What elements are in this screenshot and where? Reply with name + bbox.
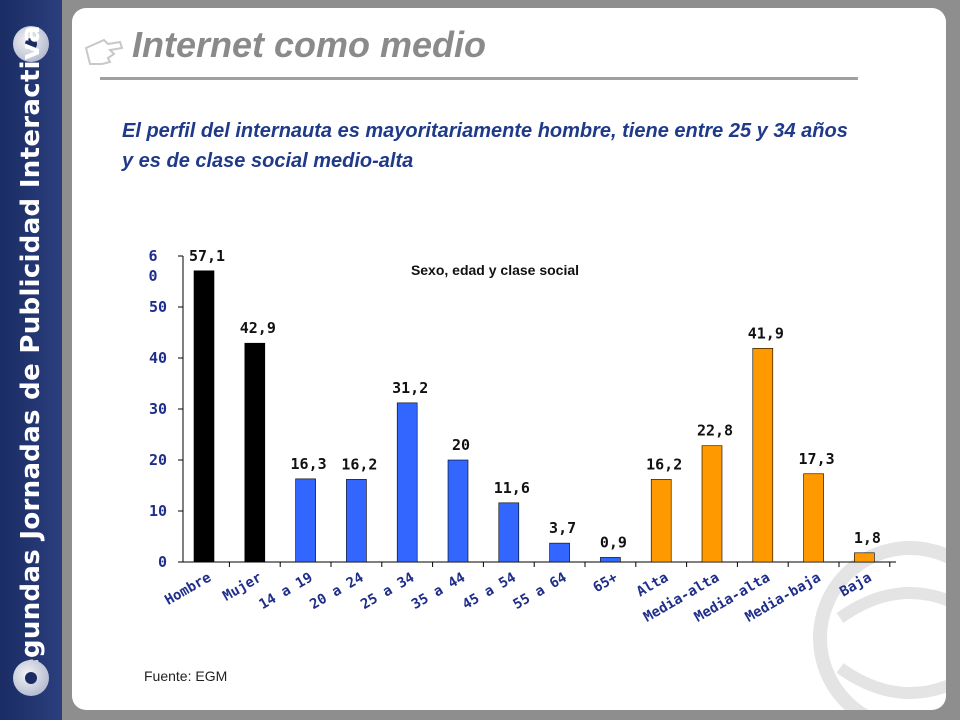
slide-card: Internet como medio El perfil del intern… xyxy=(72,8,946,710)
bar xyxy=(244,342,266,563)
sidebar-title: Segundas Jornadas de Publicidad Interact… xyxy=(16,25,46,695)
bar xyxy=(447,459,469,563)
y-tick-label: 20 xyxy=(149,451,167,469)
bar xyxy=(295,478,316,563)
bar xyxy=(600,557,621,563)
bar xyxy=(549,542,570,563)
data-label: 57,1 xyxy=(189,247,225,265)
data-label: 31,2 xyxy=(392,379,428,397)
y-tick-label: 0 xyxy=(158,553,167,571)
bar xyxy=(346,479,367,563)
data-label: 16,3 xyxy=(291,455,327,473)
eye-logo-icon xyxy=(13,26,49,62)
bar xyxy=(854,552,875,563)
y-tick-label: 50 xyxy=(149,298,167,316)
bar xyxy=(498,502,520,563)
chart-title: Sexo, edad y clase social xyxy=(411,262,579,278)
x-tick-label: 55 a 64 xyxy=(510,570,569,613)
bar xyxy=(193,270,215,563)
x-tick-label: 65+ xyxy=(590,570,620,597)
y-tick-label: 10 xyxy=(149,502,167,520)
page-title: Internet como medio xyxy=(132,24,487,65)
x-tick-label: 14 a 19 xyxy=(256,570,315,613)
sidebar-banner: Segundas Jornadas de Publicidad Interact… xyxy=(0,0,62,720)
data-label: 16,2 xyxy=(341,455,377,473)
data-label: 0,9 xyxy=(600,533,627,551)
data-label: 16,2 xyxy=(646,455,682,473)
bar xyxy=(701,445,723,563)
data-label: 17,3 xyxy=(799,450,835,468)
data-label: 41,9 xyxy=(748,324,784,342)
y-tick-label: 30 xyxy=(149,400,167,418)
x-tick-label: 35 a 44 xyxy=(409,570,468,613)
pointing-hand-icon xyxy=(84,38,124,65)
globe-watermark-icon xyxy=(813,541,946,710)
x-tick-label: 20 a 24 xyxy=(307,570,366,613)
data-label: 22,8 xyxy=(697,422,733,440)
x-tick-label: Baja xyxy=(837,570,874,601)
slide-subtitle: El perfil del internauta es mayoritariam… xyxy=(122,120,848,172)
data-label: 1,8 xyxy=(854,529,881,547)
title-divider xyxy=(100,77,858,80)
bar xyxy=(752,348,774,563)
y-tick-label: 6 xyxy=(148,247,157,265)
data-label: 20 xyxy=(452,436,470,454)
y-tick-label: 40 xyxy=(149,349,167,367)
x-tick-label: Hombre xyxy=(162,570,214,609)
data-label: 42,9 xyxy=(240,319,276,337)
source-note: Fuente: EGM xyxy=(144,668,228,684)
x-tick-label: 25 a 34 xyxy=(358,570,417,613)
y-tick-label: 0 xyxy=(148,267,157,285)
x-tick-label: 45 a 54 xyxy=(460,570,519,613)
info-icon xyxy=(13,660,49,696)
x-tick-label: Alta xyxy=(634,570,671,601)
bar xyxy=(650,479,672,563)
data-label: 11,6 xyxy=(494,479,530,497)
bar xyxy=(803,473,824,563)
bar xyxy=(396,402,418,563)
data-label: 3,7 xyxy=(549,519,576,537)
